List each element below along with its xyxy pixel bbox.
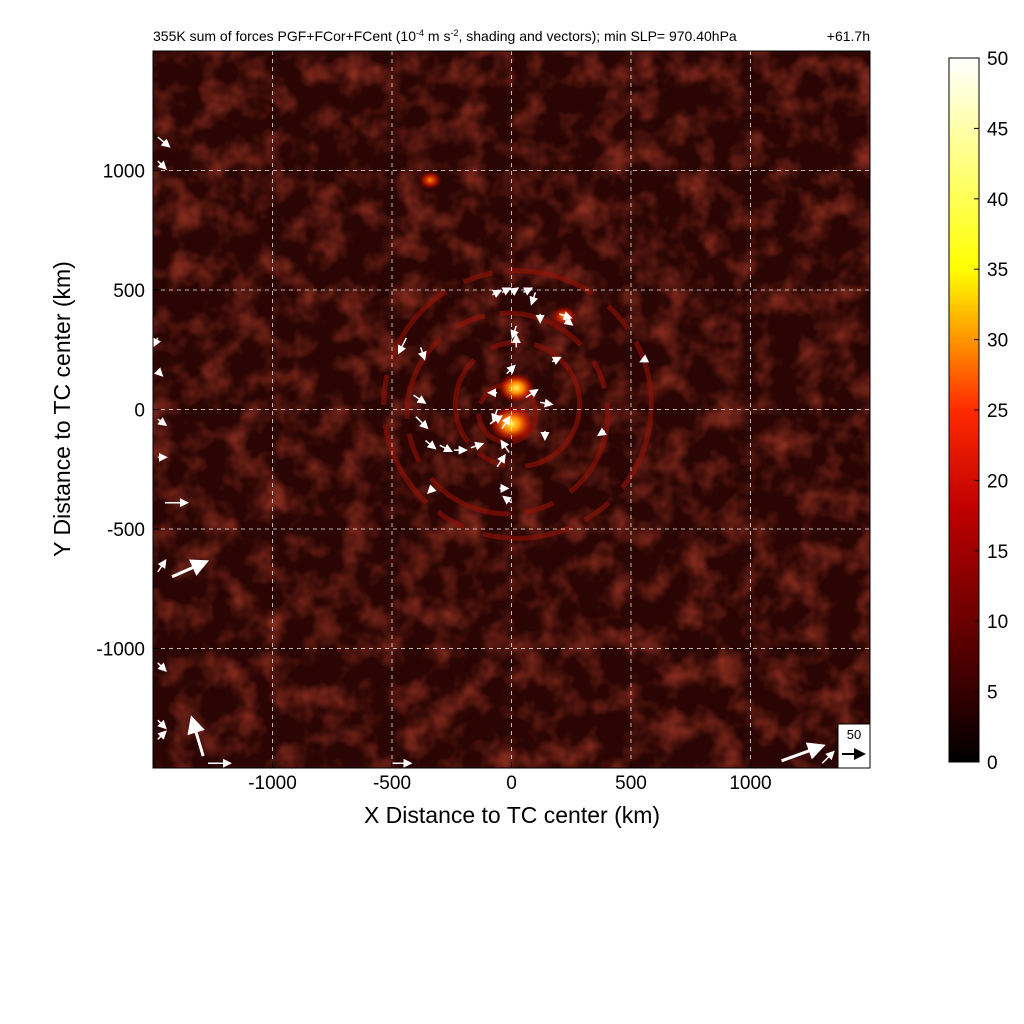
force-vector [523,287,534,296]
y-axis-label: Y Distance to TC center (km) [49,261,75,557]
force-vector [415,416,429,430]
force-vector [502,495,512,505]
x-axis-ticks: -1000 -500 0 500 1000 [248,762,772,794]
force-vector [501,287,512,296]
force-vector [540,398,554,408]
spiral-ring [381,268,654,541]
y-tick-label: -500 [107,520,145,541]
colorbar-tick-label: 50 [987,49,1008,70]
force-vector [157,136,171,148]
x-axis-label: X Distance to TC center (km) [364,802,660,828]
force-vector [525,388,539,399]
colorbar-tick-label: 10 [987,612,1008,633]
y-axis-ticks: -1000 -500 0 500 1000 [96,162,159,661]
force-vector [563,316,574,326]
force-vector [153,367,164,377]
plot-area [153,51,870,768]
colorbar-tick-label: 35 [987,260,1008,281]
force-vector [639,354,650,363]
hotspot [496,372,536,404]
force-vector [529,292,539,306]
x-tick-label: -500 [373,773,411,794]
colorbar-ticks: 0 5 10 15 20 25 30 35 40 45 50 [974,49,1008,774]
force-vector [171,559,210,579]
colorbar-tick-label: 30 [987,331,1008,352]
force-vector [424,439,437,450]
force-vectors [153,136,835,768]
force-vector [596,427,607,437]
colorbar-tick-label: 20 [987,471,1008,492]
x-tick-label: 1000 [729,773,771,794]
force-vector [187,715,205,757]
force-vector [157,417,168,427]
colorbar-tick-label: 5 [987,683,998,704]
hotspot [417,170,443,190]
force-vector [821,750,835,764]
force-vector [470,441,485,451]
time-label: +61.7h [827,28,870,44]
force-vector [506,364,516,375]
force-vector [492,289,503,298]
y-tick-label: 0 [134,401,145,422]
force-vector [781,742,826,763]
colorbar-tick-label: 25 [987,401,1008,422]
spiral-ring [404,310,611,517]
force-vector [157,662,167,672]
force-vector [427,484,437,494]
x-tick-label: 500 [615,773,647,794]
colorbar-tick-label: 15 [987,542,1008,563]
colorbar-tick-label: 40 [987,190,1008,211]
force-vector [153,337,161,348]
force-vector [157,559,167,573]
force-vector [500,439,510,453]
force-vector [510,325,519,340]
reference-vector-label: 50 [847,727,861,742]
force-vector [413,394,427,404]
force-vector [551,356,562,365]
force-vector [418,347,427,361]
force-vector [157,730,167,740]
force-vector [157,160,167,171]
x-tick-label: -1000 [248,773,297,794]
colorbar-tick-label: 45 [987,119,1008,140]
reference-vector: 50 [837,723,871,769]
colorbar-tick-label: 0 [987,753,998,774]
y-tick-label: 1000 [103,162,145,183]
force-vector [491,409,500,423]
colorbar: 0 5 10 15 20 25 30 35 40 45 50 [948,49,1008,774]
chart-title: 355K sum of forces PGF+FCor+FCent (10-4 … [153,28,737,44]
x-tick-label: 0 [506,773,517,794]
force-vector [397,337,408,355]
force-vector [501,415,511,430]
y-tick-label: -1000 [96,640,145,661]
force-vector [157,719,167,730]
force-vector [496,453,506,468]
hotspot [549,305,579,328]
force-vector [439,443,453,452]
force-vector [509,287,520,296]
y-tick-label: 500 [113,281,145,302]
